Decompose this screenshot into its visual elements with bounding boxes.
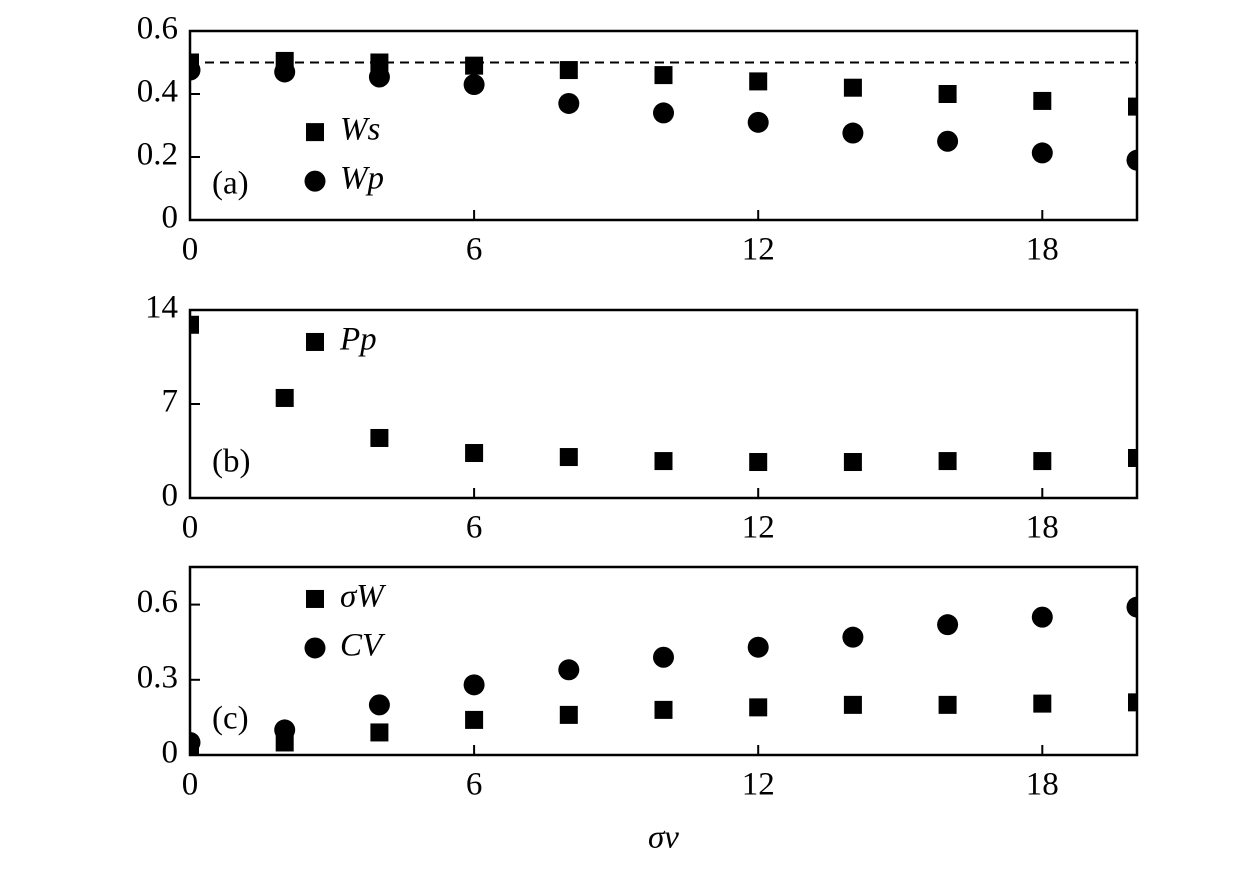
point [1033,452,1052,471]
legend-label: Pp [339,322,377,358]
x-tick-label: 0 [182,767,199,803]
x-tick-label: 0 [182,510,199,546]
point [463,674,485,696]
point [1031,142,1053,164]
point [370,53,389,72]
points [190,596,1137,755]
point [1031,606,1053,628]
point [274,719,296,741]
y-tick-label: 7 [162,384,179,420]
point [747,111,769,133]
point [306,123,324,142]
point [653,646,674,668]
point [654,66,673,85]
point [558,659,580,681]
panel-label: (c) [212,701,249,737]
y-tick-label: 0.4 [137,74,178,110]
points [190,315,1137,472]
x-tick-label: 12 [742,510,775,546]
point [463,74,485,96]
point [1126,596,1137,618]
legend-label: σW [340,579,386,615]
x-tick-label: 12 [742,232,775,268]
x-tick-label: 6 [466,510,483,546]
y-tick-label: 0.2 [137,137,178,173]
x-axis-label: σν [648,820,679,856]
point [749,72,768,91]
point [190,315,199,334]
point [190,731,201,753]
point [465,56,484,75]
x-tick-label: 18 [1026,510,1059,546]
x-tick-label: 12 [742,767,775,803]
point [274,61,296,83]
x-tick-label: 6 [466,767,483,803]
point [1126,149,1137,171]
point [275,388,294,407]
point [1033,91,1052,110]
legend-label: Wp [340,161,384,197]
point [304,637,326,659]
point [370,428,389,447]
point [559,61,578,80]
point [842,122,864,144]
point [465,710,484,729]
point [747,636,769,658]
point [843,695,862,714]
point [938,695,957,714]
panel-label: (a) [212,166,249,202]
plot-frame [188,29,1139,222]
y-tick-label: 0.6 [137,11,178,47]
x-tick-label: 18 [1026,232,1059,268]
plot-frame [188,565,1139,757]
plot-frame [188,308,1139,500]
point [559,705,578,724]
y-tick-label: 0 [162,200,179,236]
y-tick-label: 0 [162,735,179,771]
point [190,59,201,81]
point [368,694,390,716]
y-tick-label: 0 [162,478,179,514]
point [843,453,862,472]
point [1128,97,1137,116]
point [465,444,484,463]
point [558,92,580,114]
point [938,85,957,103]
y-tick-label: 14 [145,290,178,326]
x-tick-label: 18 [1026,767,1059,803]
point [937,614,959,636]
point [1128,693,1137,712]
point [559,448,578,467]
point [304,170,326,192]
legend-label: CV [340,628,386,664]
point [653,102,674,124]
point [1033,694,1052,713]
x-tick-label: 0 [182,232,199,268]
point [1128,448,1137,467]
point [370,723,389,742]
point [842,626,864,648]
points [190,51,1137,171]
point [843,78,862,97]
point [938,452,957,471]
point [937,130,959,152]
point [306,332,324,351]
point [654,700,673,719]
y-tick-label: 0.6 [137,584,178,620]
point [368,66,390,88]
x-tick-label: 6 [466,232,483,268]
point [306,589,324,608]
legend-label: Ws [340,112,380,148]
y-tick-label: 0.3 [137,659,178,695]
point [749,453,768,472]
panel-label: (b) [212,444,250,480]
point [749,698,768,717]
point [654,452,673,471]
